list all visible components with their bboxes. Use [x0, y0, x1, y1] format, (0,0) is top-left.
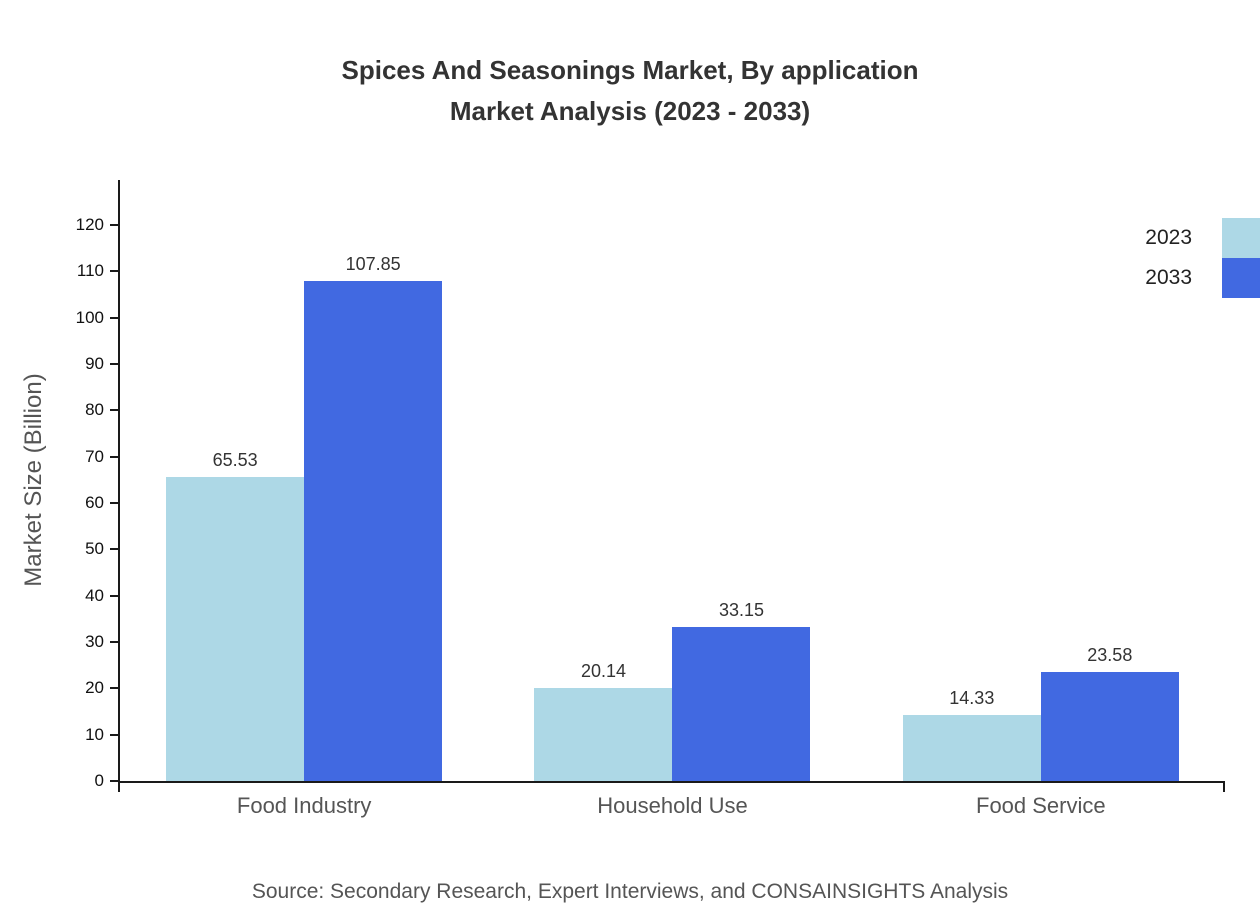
- chart-title: Spices And Seasonings Market, By applica…: [0, 50, 1260, 132]
- category-label: Food Service: [976, 793, 1106, 818]
- y-tick-mark: [110, 455, 118, 458]
- chart-title-line2: Market Analysis (2023 - 2033): [449, 96, 811, 126]
- y-tick-mark: [110, 687, 118, 690]
- y-tick-label: 90: [85, 354, 104, 373]
- y-tick-label: 10: [85, 724, 104, 744]
- y-tick-mark: [110, 548, 118, 551]
- bar-column: 65.53: [166, 450, 305, 781]
- y-tick-mark: [110, 502, 118, 504]
- category-label: Household Use: [597, 793, 748, 818]
- bar-2023: [534, 687, 673, 781]
- bar-2023: [902, 714, 1041, 781]
- bar-group: 20.14 33.15 Household Use: [534, 600, 811, 818]
- y-tick-mark: [110, 409, 118, 412]
- y-tick-label: 20: [85, 678, 104, 698]
- bar-value-label: 107.85: [345, 254, 401, 275]
- bar-2033: [672, 627, 811, 781]
- y-tick-mark: [110, 733, 118, 736]
- bar-2023: [166, 477, 305, 781]
- bar-column: 23.58: [1040, 644, 1179, 781]
- y-tick-label: 50: [85, 539, 104, 559]
- x-tick-mark: [1223, 783, 1225, 792]
- y-tick-mark: [110, 363, 118, 365]
- x-tick-mark: [118, 783, 120, 792]
- bar-value-label: 23.58: [1087, 644, 1133, 665]
- legend: 2023 2033: [1145, 218, 1260, 298]
- legend-swatch: [1222, 258, 1260, 298]
- bar-value-label: 65.53: [212, 450, 258, 471]
- chart-title-line1: Spices And Seasonings Market, By applica…: [341, 55, 919, 85]
- legend-label: 2023: [1145, 226, 1192, 249]
- y-tick-mark: [110, 780, 118, 782]
- y-tick-mark: [110, 641, 118, 643]
- legend-item-2023: 2023: [1145, 218, 1260, 258]
- y-tick-label: 70: [85, 446, 104, 466]
- bar-value-label: 20.14: [580, 660, 626, 681]
- bar-value-label: 14.33: [949, 687, 995, 708]
- y-axis-label: Market Size (Billion): [20, 373, 47, 587]
- bar-2033: [1040, 671, 1179, 781]
- y-tick-label: 80: [85, 400, 104, 420]
- plot-area: 0 10 20 30 40 50 60 70 80 90 100 110 120 65.53 107.85 F…: [76, 180, 1225, 818]
- y-tick-mark: [110, 224, 118, 226]
- legend-item-2033: 2033: [1145, 258, 1260, 298]
- y-tick-label: 30: [85, 632, 104, 651]
- legend-label: 2033: [1145, 266, 1192, 289]
- bar-column: 33.15: [672, 600, 811, 781]
- y-tick-label: 60: [85, 493, 104, 512]
- y-tick-label: 0: [94, 771, 104, 790]
- y-tick-mark: [110, 270, 118, 273]
- y-tick-label: 110: [76, 261, 104, 281]
- source-note: Source: Secondary Research, Expert Inter…: [251, 880, 1009, 903]
- y-tick-label: 40: [85, 585, 104, 605]
- legend-swatch: [1222, 218, 1260, 258]
- bar-group: 14.33 23.58 Food Service: [902, 644, 1179, 818]
- bar-group: 65.53 107.85 Food Industry: [166, 254, 443, 818]
- bar-column: 107.85: [304, 254, 443, 781]
- bar-2033: [304, 281, 443, 781]
- bar-value-label: 33.15: [718, 600, 764, 621]
- bar-column: 20.14: [534, 660, 673, 781]
- y-tick-label: 100: [75, 307, 104, 327]
- category-label: Food Industry: [236, 793, 372, 818]
- y-tick-mark: [110, 594, 118, 597]
- y-tick-label: 120: [75, 215, 104, 234]
- y-tick-mark: [110, 316, 118, 319]
- bar-column: 14.33: [902, 687, 1041, 781]
